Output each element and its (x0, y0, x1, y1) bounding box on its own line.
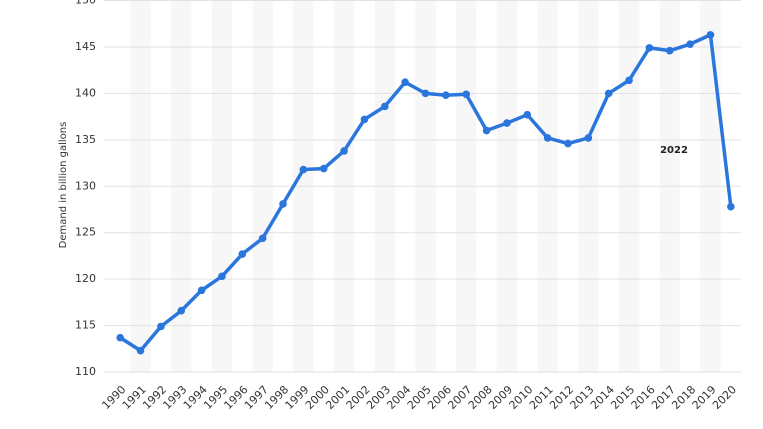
point (706, 31, 715, 39)
point (686, 40, 694, 48)
point (482, 126, 491, 135)
y-tick-label: 135 (75, 133, 96, 146)
point (543, 134, 552, 142)
y-tick-label: 125 (75, 226, 96, 239)
y-tick-label: 110 (75, 365, 96, 378)
point (604, 89, 613, 98)
x-tick-label: 2020 (710, 383, 739, 412)
point (319, 164, 328, 173)
point (625, 76, 633, 85)
point (584, 134, 593, 142)
point (462, 90, 471, 99)
y-tick-label: 130 (75, 179, 96, 192)
point (645, 44, 654, 52)
y-tick-label: 120 (75, 272, 96, 285)
y-tick-label: 150 (75, 0, 96, 7)
point (197, 286, 206, 295)
point (401, 78, 409, 87)
point (177, 306, 186, 315)
point (279, 200, 287, 208)
point (157, 322, 165, 331)
point (136, 346, 145, 355)
point (299, 165, 308, 174)
y-tick-label: 145 (75, 40, 96, 53)
y-tick-label: 115 (75, 319, 96, 332)
point (442, 91, 450, 100)
point (116, 333, 124, 342)
point (380, 102, 389, 111)
point (665, 46, 674, 55)
point (727, 202, 735, 211)
point (340, 147, 348, 155)
annotation: 2022 (660, 145, 688, 156)
y-tick-label: 140 (75, 86, 96, 99)
point (564, 139, 572, 148)
y-axis-label: Demand in billion gallons (58, 122, 69, 249)
point (218, 272, 226, 281)
point (523, 110, 532, 119)
point (360, 115, 369, 124)
point (258, 234, 267, 243)
point (503, 119, 511, 127)
point (421, 89, 430, 98)
point (238, 250, 247, 258)
